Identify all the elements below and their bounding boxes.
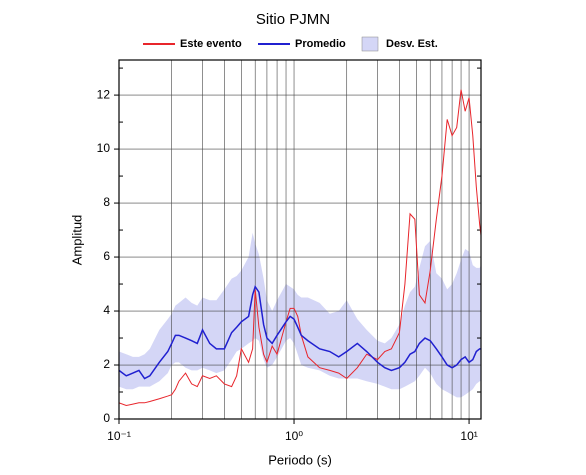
series-line [119,285,481,380]
x-tick-label: 10⁻¹ [107,429,131,443]
legend-swatch [361,36,379,52]
std-band [119,232,481,398]
plot-frame [118,59,482,420]
legend-label: Este evento [180,38,242,50]
x-axis-label: Periodo (s) [268,452,332,467]
y-tick-label: 10 [97,141,111,155]
y-tick-label: 4 [103,303,110,317]
legend-label: Promedio [295,38,346,50]
y-tick-label: 8 [103,195,110,209]
series-line [119,89,481,407]
x-tick-label: 10¹ [460,429,477,443]
y-tick-label: 0 [103,411,110,425]
y-axis-label: Amplitud [69,215,84,266]
chart-title: Sitio PJMN [256,11,330,28]
y-tick-label: 2 [103,357,110,371]
x-tick-label: 10⁰ [285,429,303,443]
y-tick-label: 12 [97,87,111,101]
legend-label: Desv. Est. [386,38,438,50]
y-tick-label: 6 [103,249,110,263]
